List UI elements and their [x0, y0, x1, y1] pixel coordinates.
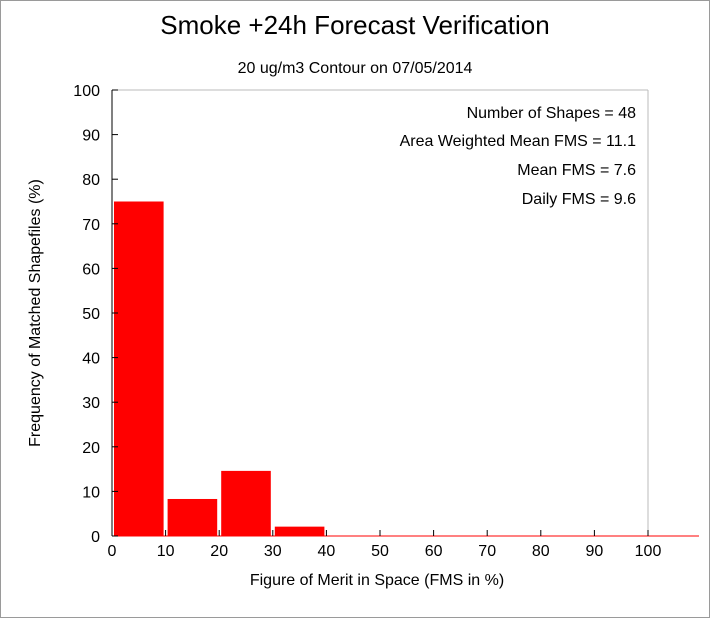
- x-tick-label-50: 50: [371, 543, 389, 560]
- y-tick-label-40: 40: [82, 351, 100, 368]
- x-tick-label-10: 10: [157, 543, 175, 560]
- y-tick-label-90: 90: [82, 128, 100, 145]
- x-axis-title: Figure of Merit in Space (FMS in %): [250, 572, 504, 589]
- x-tick-label-90: 90: [586, 543, 604, 560]
- x-tick-label-30: 30: [264, 543, 282, 560]
- y-tick-label-80: 80: [82, 172, 100, 189]
- y-tick-label-50: 50: [82, 306, 100, 323]
- bars-layer: [114, 201, 325, 536]
- y-tick-label-10: 10: [82, 484, 100, 501]
- x-tick-label-60: 60: [425, 543, 443, 560]
- x-tick-label-70: 70: [478, 543, 496, 560]
- stats-box: Number of Shapes = 48 Area Weighted Mean …: [400, 105, 637, 208]
- y-tick-label-100: 100: [73, 83, 100, 100]
- x-tick-label-20: 20: [210, 543, 228, 560]
- ticks-layer: 0 10 20 30 40 50 60 70 80 90 100 0 10 20 30 40 50 60 70 80 9…: [73, 83, 661, 560]
- histogram-bar-0-10: [114, 201, 164, 536]
- y-tick-label-0: 0: [91, 529, 100, 546]
- histogram-bar-30-40: [274, 526, 325, 536]
- y-tick-label-20: 20: [82, 440, 100, 457]
- stat-line-3: Mean FMS = 7.6: [517, 162, 636, 179]
- x-tick-label-80: 80: [532, 543, 550, 560]
- histogram-bar-20-30: [221, 470, 271, 536]
- y-tick-label-30: 30: [82, 395, 100, 412]
- axes-layer: [111, 89, 699, 537]
- x-tick-label-40: 40: [318, 543, 336, 560]
- chart-subtitle: 20 ug/m3 Contour on 07/05/2014: [237, 60, 473, 77]
- stat-line-1: Number of Shapes = 48: [467, 105, 637, 122]
- histogram-bar-10-20: [167, 498, 218, 536]
- y-axis-title: Frequency of Matched Shapefiles (%): [27, 179, 44, 447]
- stat-line-2: Area Weighted Mean FMS = 11.1: [400, 133, 637, 150]
- stat-line-4: Daily FMS = 9.6: [522, 191, 636, 208]
- x-tick-label-100: 100: [635, 543, 662, 560]
- x-tick-label-0: 0: [108, 543, 117, 560]
- y-tick-label-60: 60: [82, 261, 100, 278]
- chart-title: Smoke +24h Forecast Verification: [160, 10, 550, 40]
- y-tick-label-70: 70: [82, 217, 100, 234]
